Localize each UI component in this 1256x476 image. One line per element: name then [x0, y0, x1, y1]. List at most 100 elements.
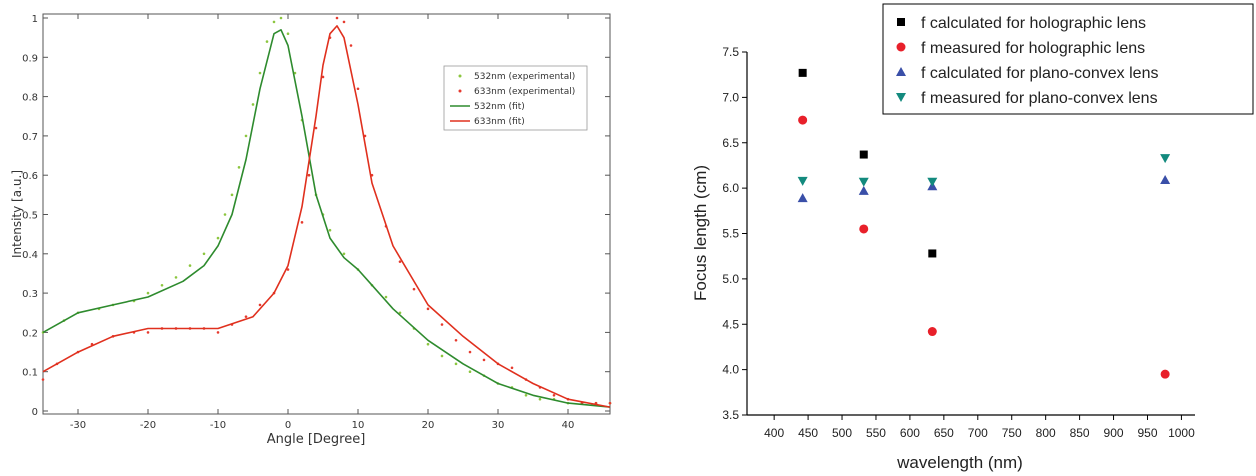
left-data-point: [258, 303, 262, 307]
left-data-point: [307, 173, 311, 177]
right-x-tick-label: 950: [1137, 426, 1157, 440]
left-chart: 0 0.1 0.2 0.3 0.4 0.5 0.6 0.7 0.8 0.9 1 -30 -20 -10 0…: [10, 13, 612, 447]
left-data-point: [328, 228, 332, 232]
left-x-tick-label: 10: [352, 420, 365, 431]
right-data-point: [798, 68, 807, 77]
left-data-point: [216, 331, 220, 334]
right-x-tick-label: 400: [764, 426, 784, 440]
right-legend-marker: [896, 93, 906, 102]
right-data-point: [859, 224, 869, 234]
left-data-point: [426, 342, 430, 346]
right-x-tick-label: 700: [968, 426, 988, 440]
left-y-tick-label: 0.5: [22, 211, 38, 222]
left-data-point: [524, 393, 528, 397]
left-y-tick-label: 0.7: [22, 132, 38, 143]
right-data-point: [1160, 369, 1170, 379]
right-y-axis-label: Focus length (cm): [691, 165, 710, 301]
left-legend-label: 633nm (experimental): [474, 87, 575, 97]
left-data-point: [41, 378, 45, 381]
right-y-tick-label: 6.5: [722, 136, 739, 150]
left-x-axis-label: Angle [Degree]: [267, 432, 366, 447]
right-legend-label: f calculated for holographic lens: [921, 15, 1146, 32]
left-data-point: [146, 331, 150, 334]
left-data-point: [265, 40, 269, 43]
right-data-point: [927, 177, 938, 187]
right-data-point: [858, 185, 869, 195]
left-x-tick-label: 30: [492, 420, 505, 431]
left-data-point: [468, 350, 472, 354]
left-data-point: [188, 264, 192, 267]
left-series-line-2: [42, 28, 611, 408]
left-data-point: [482, 358, 486, 362]
right-x-tick-label: 600: [900, 426, 920, 440]
right-x-axis-label: wavelength (nm): [896, 453, 1023, 472]
left-y-tick-label: 0: [32, 407, 38, 418]
left-y-tick-label: 0.4: [22, 250, 38, 261]
left-legend-label: 532nm (fit): [474, 102, 525, 112]
right-x-tick-label: 500: [832, 426, 852, 440]
left-y-tick-label: 0.6: [22, 171, 38, 182]
right-legend-label: f measured for holographic lens: [921, 40, 1145, 57]
left-data-point: [412, 287, 416, 291]
right-legend-label: f measured for plano-convex lens: [921, 90, 1158, 107]
right-data-point: [798, 115, 808, 125]
right-x-tick-label: 450: [798, 426, 818, 440]
right-x-tick-label: 900: [1104, 426, 1124, 440]
right-data-point: [797, 176, 808, 186]
left-data-point: [202, 252, 206, 256]
left-data-point: [286, 268, 290, 271]
right-data-point: [858, 177, 869, 187]
left-data-point: [279, 16, 283, 20]
left-data-point: [216, 236, 220, 240]
right-legend-marker: [896, 42, 906, 52]
right-x-tick-label: 550: [866, 426, 886, 440]
right-data-point: [928, 249, 937, 258]
right-legend-label: f calculated for plano-convex lens: [921, 65, 1158, 82]
left-data-point: [454, 338, 458, 342]
left-data-point: [251, 103, 255, 106]
left-data-point: [286, 32, 290, 36]
left-data-point: [426, 307, 430, 311]
left-data-point: [244, 315, 248, 318]
left-legend-swatch: [458, 89, 462, 93]
right-x-tick-label: 1000: [1168, 426, 1195, 440]
left-y-tick-label: 0.2: [22, 328, 38, 339]
right-y-tick-label: 5.0: [722, 272, 739, 286]
left-data-point: [356, 87, 360, 91]
left-x-tick-label: 40: [562, 420, 575, 431]
left-data-point: [230, 193, 234, 197]
right-y-tick-label: 6.0: [722, 181, 739, 195]
right-chart: 3.5 4.0 4.5 5.0 5.5 6.0 6.5 7.0 7.5 400 450 500 550…: [691, 3, 1254, 472]
left-data-point: [538, 397, 542, 401]
left-y-tick-label: 0.9: [22, 53, 38, 64]
right-y-tick-label: 4.5: [722, 317, 739, 331]
left-data-point: [342, 252, 346, 256]
left-x-tick-label: 20: [422, 420, 435, 431]
right-data-point: [927, 327, 937, 337]
right-x-tick-label: 650: [934, 426, 954, 440]
right-y-tick-label: 7.0: [722, 90, 739, 104]
left-data-point: [440, 323, 444, 326]
left-data-point: [160, 283, 164, 287]
right-y-tick-label: 7.5: [722, 45, 739, 59]
left-y-axis-label: Intensity [a.u.]: [10, 170, 24, 258]
left-y-tick-label: 0.3: [22, 289, 38, 300]
left-y-tick-label: 0.8: [22, 93, 38, 104]
left-data-point: [384, 295, 388, 299]
right-data-point: [797, 193, 808, 203]
left-x-tick-label: -20: [140, 420, 156, 431]
left-legend-swatch: [458, 74, 462, 78]
right-y-tick-label: 3.5: [722, 408, 739, 422]
left-data-point: [146, 291, 150, 295]
left-data-point: [174, 276, 178, 279]
right-legend-marker: [896, 67, 906, 76]
left-x-tick-label: 0: [285, 420, 291, 431]
left-legend-box: [443, 65, 588, 131]
left-legend-label: 532nm (experimental): [474, 72, 575, 82]
right-x-tick-label: 850: [1070, 426, 1090, 440]
left-data-point: [314, 126, 318, 130]
left-data-point: [608, 401, 612, 405]
left-data-point: [335, 16, 339, 20]
right-legend: f calculated for holographic lens f measu…: [882, 3, 1254, 115]
